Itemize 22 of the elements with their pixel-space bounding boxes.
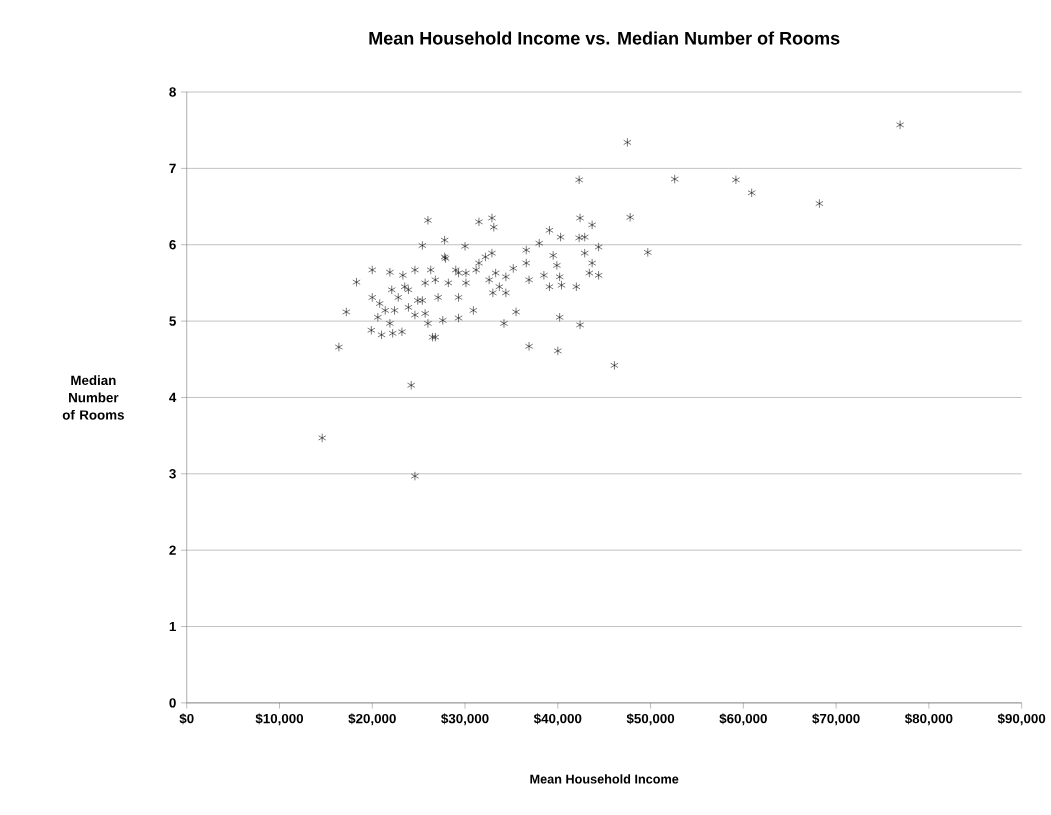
y-tick-label: 4 [169, 392, 177, 403]
y-tick-label: 3 [169, 469, 176, 479]
y-tick-label: 6 [169, 240, 176, 250]
y-tick-label: 0 [169, 698, 176, 708]
x-tick-label: $0 [179, 713, 194, 725]
y-tick-label: 7 [169, 163, 176, 174]
x-tick-label: $80,000 [904, 713, 953, 726]
y-tick-label: 5 [169, 316, 176, 326]
x-tick-label: $60,000 [719, 713, 767, 726]
x-tick-label: $10,000 [255, 713, 304, 726]
chart-title: Mean Household Income vs. Median Number of Rooms [369, 31, 840, 45]
y-tick-label: 2 [169, 545, 176, 555]
x-tick-label: $30,000 [441, 713, 489, 726]
x-tick-label: $70,000 [812, 713, 860, 726]
x-tick-label: $20,000 [348, 713, 396, 726]
x-tick-label: $50,000 [626, 713, 675, 726]
x-tick-label: $90,000 [997, 713, 1046, 726]
y-tick-label: 1 [169, 621, 176, 632]
x-axis-title: Mean Household Income [530, 774, 679, 784]
y-tick-label: 8 [169, 87, 176, 97]
y-axis-title: Median Number of Rooms [62, 375, 124, 420]
x-tick-label: $40,000 [533, 713, 582, 726]
